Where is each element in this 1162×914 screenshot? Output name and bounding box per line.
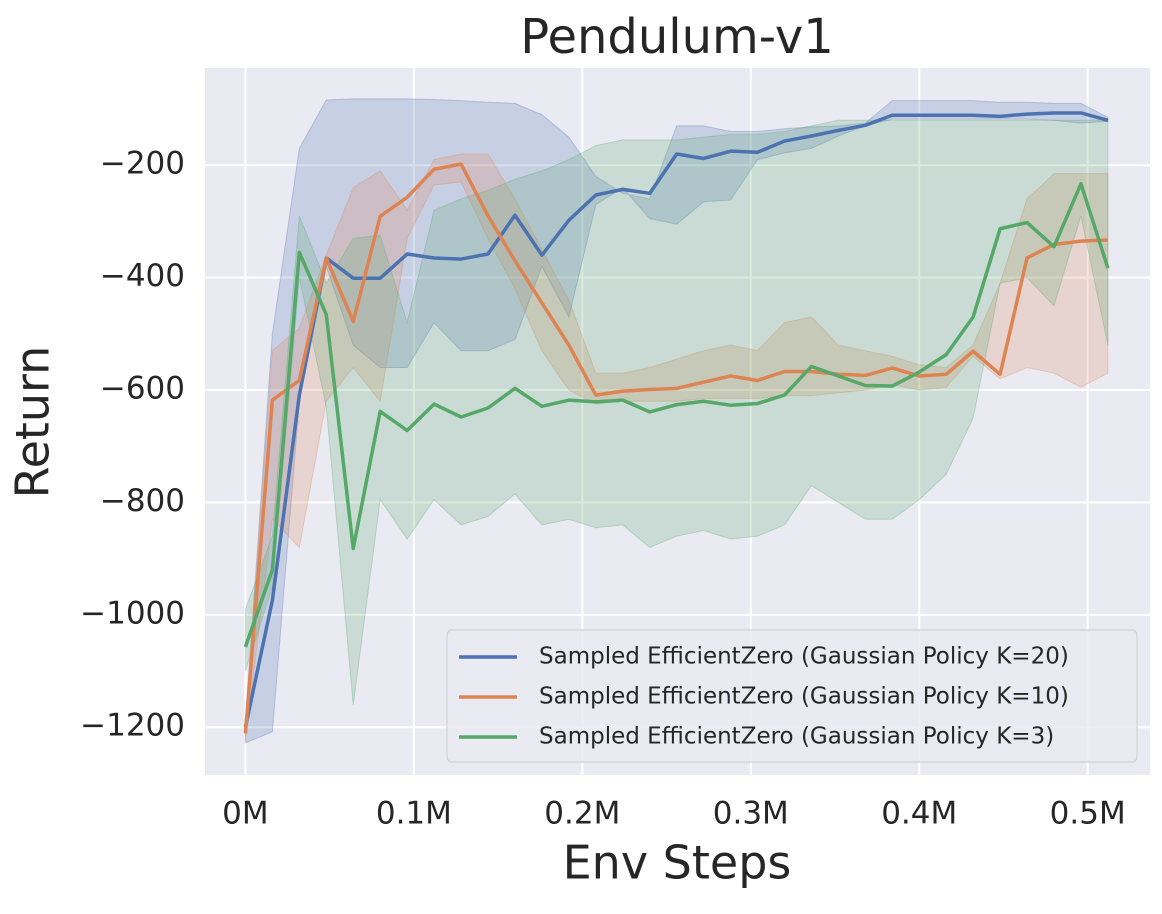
series-line [243,182,1110,648]
x-tick-label: 0.2M [544,796,620,832]
y-tick-label: −1000 [80,595,185,631]
chart-title: Pendulum-v1 [520,9,834,65]
x-tick-label: 0.1M [376,796,452,832]
confidence-band [244,119,1109,705]
y-axis-label: Return [6,346,60,499]
legend: Sampled EfficientZero (Gaussian Policy K… [446,629,1138,763]
series-line [243,111,1109,728]
legend-label: Sampled EfficientZero (Gaussian Policy K… [539,684,1069,710]
x-tick-label: 0.4M [881,796,957,832]
y-tick-label: −800 [100,483,185,519]
y-tick-label: −1200 [80,708,185,744]
series-line [243,162,1108,734]
ticks: 0M 0.1M 0.2M 0.3M 0.4M 0.5M −1200 −1000 −800 −600… [80,146,1126,832]
legend-label: Sampled EfficientZero (Gaussian Policy K… [539,644,1069,670]
lines [243,111,1110,734]
legend-label: Sampled EfficientZero (Gaussian Policy K… [539,724,1054,750]
x-axis-label: Env Steps [563,836,792,890]
x-tick-label: 0.5M [1050,796,1126,832]
confidence-band [244,153,1109,742]
x-tick-label: 0M [222,796,268,832]
y-tick-label: −400 [100,258,185,294]
y-tick-label: −600 [100,371,185,407]
x-tick-label: 0.3M [713,796,789,832]
y-tick-label: −200 [100,146,185,182]
legend-box [446,629,1138,763]
